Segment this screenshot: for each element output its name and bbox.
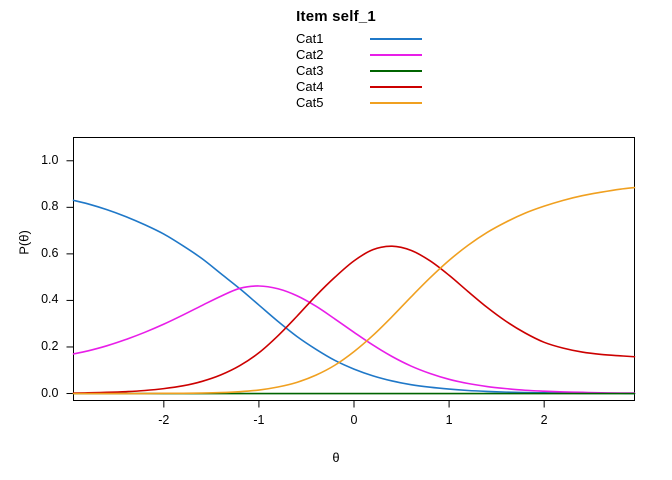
x-axis-title: θ [332,450,340,465]
legend-label-cat2: Cat2 [296,47,324,62]
y-tick-label: 0.2 [41,338,59,353]
legend-item-cat3: Cat3 [296,63,426,79]
x-tick-label: -1 [253,412,265,427]
legend-swatch-cat5 [370,95,422,111]
x-tick-label: 2 [540,412,548,427]
chart-legend: Cat1 Cat2 Cat3 Cat4 Cat5 [296,31,426,111]
legend-label-cat4: Cat4 [296,79,324,94]
chart-title: Item self_1 [296,8,376,25]
legend-item-cat5: Cat5 [296,95,426,111]
legend-swatch-cat4 [370,79,422,95]
y-axis-ticks [66,160,74,395]
y-tick-label: 1.0 [41,152,59,167]
axis-frame [73,137,635,401]
data-curves [72,186,636,395]
legend-item-cat4: Cat4 [296,79,426,95]
legend-label-cat5: Cat5 [296,95,324,110]
legend-item-cat2: Cat2 [296,47,426,63]
legend-swatch-cat3 [370,63,422,79]
legend-label-cat3: Cat3 [296,63,324,78]
curve-cat5 [72,186,636,395]
y-tick-label: 0.0 [41,385,59,400]
x-tick-label: -2 [158,412,170,427]
y-axis-title: P(θ) [16,230,32,255]
curve-cat2 [72,285,636,394]
legend-label-cat1: Cat1 [296,31,324,46]
y-tick-label: 0.8 [41,199,59,214]
legend-item-cat1: Cat1 [296,31,426,47]
curve-cat1 [72,199,636,395]
y-tick-label: 0.6 [41,245,59,260]
legend-swatch-cat1 [370,31,422,47]
x-tick-label: 0 [350,412,358,427]
y-tick-label: 0.4 [41,292,59,307]
curve-cat4 [72,245,636,394]
x-tick-label: 1 [445,412,453,427]
legend-swatch-cat2 [370,47,422,63]
x-axis-ticks [163,400,545,408]
